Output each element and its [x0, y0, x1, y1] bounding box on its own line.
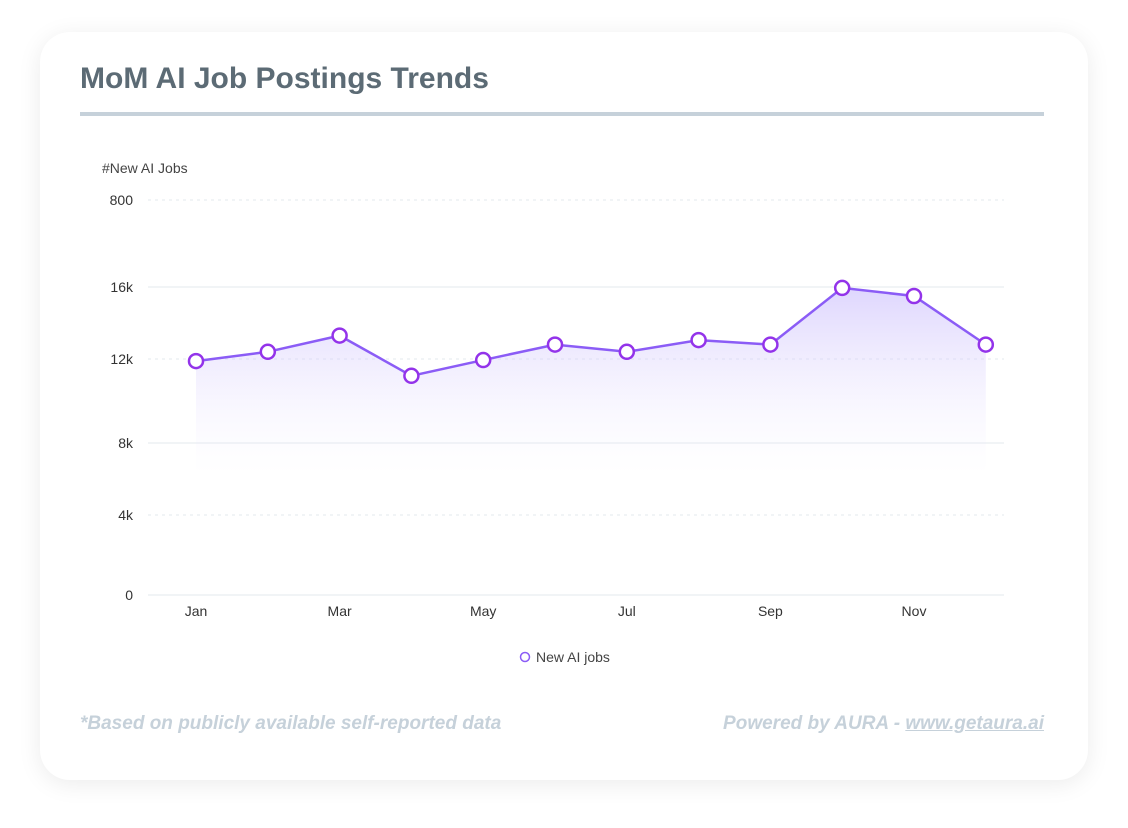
x-tick-label: May	[470, 603, 496, 619]
data-point-jul[interactable]	[618, 343, 636, 361]
y-tick-label: 800	[110, 192, 134, 208]
data-point-apr[interactable]	[403, 367, 420, 385]
x-tick-label: Jan	[185, 603, 208, 619]
data-point-may[interactable]	[474, 351, 492, 369]
y-tick-label: 4k	[118, 507, 134, 523]
series-line	[195, 286, 987, 378]
data-point-jun[interactable]	[546, 336, 564, 353]
area-fill	[196, 287, 986, 475]
powered-by-text: Powered by AURA -	[723, 713, 906, 734]
x-tick-label: Mar	[328, 603, 352, 619]
data-point-nov[interactable]	[905, 287, 923, 305]
y-tick-label: 8k	[118, 435, 134, 451]
x-tick-label: Nov	[902, 603, 927, 619]
y-tick-label: 0	[125, 587, 133, 603]
x-tick-label: Jul	[618, 603, 636, 619]
data-point-aug[interactable]	[690, 331, 707, 349]
footnote: *Based on publicly available self-report…	[80, 713, 502, 734]
data-point-oct[interactable]	[833, 279, 851, 297]
y-tick-label: 12k	[110, 351, 134, 367]
data-point-sep[interactable]	[762, 336, 779, 353]
title-divider	[80, 112, 1044, 116]
y-axis-label: #New AI Jobs	[102, 160, 188, 176]
aura-link[interactable]: www.getaura.ai	[905, 713, 1044, 734]
data-point-feb[interactable]	[259, 343, 277, 361]
legend-marker-icon	[519, 651, 531, 663]
data-point-jan[interactable]	[187, 352, 205, 370]
data-point-dec[interactable]	[977, 336, 995, 353]
legend-label: New AI jobs	[536, 649, 610, 665]
data-point-mar[interactable]	[331, 327, 348, 344]
legend[interactable]: New AI jobs	[519, 649, 610, 665]
page-title: MoM AI Job Postings Trends	[80, 62, 489, 95]
powered-by: Powered by AURA - www.getaura.ai	[723, 713, 1044, 735]
x-tick-label: Sep	[758, 603, 783, 619]
y-tick-label: 16k	[110, 279, 134, 295]
